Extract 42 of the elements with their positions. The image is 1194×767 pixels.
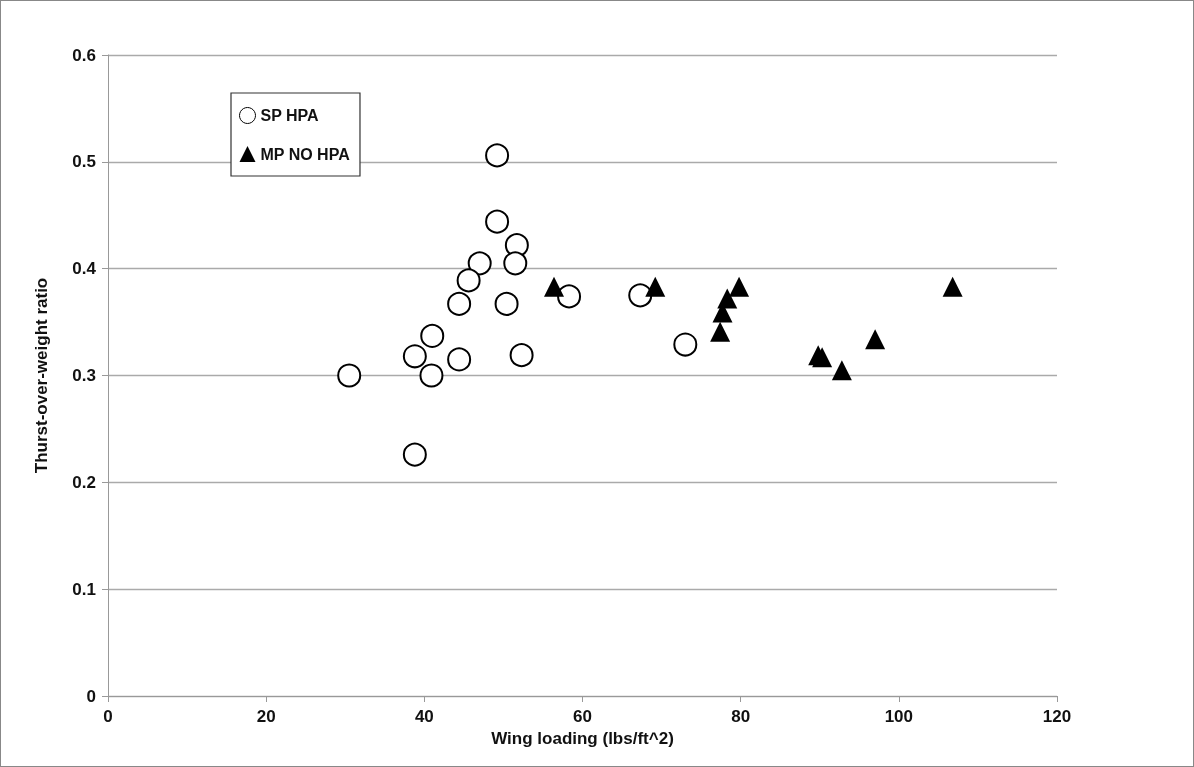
- point: [467, 251, 492, 276]
- point: [673, 332, 698, 357]
- y-axis-title: Thurst-over-weight ratio: [32, 277, 51, 474]
- x-tick-label: 120: [1042, 707, 1072, 726]
- y-tick-label: 0.1: [72, 579, 96, 599]
- legend-label: SP HPA: [260, 107, 320, 124]
- x-tick-label: 0: [103, 707, 113, 726]
- point: [831, 360, 852, 381]
- point: [942, 276, 963, 297]
- point: [544, 276, 565, 297]
- point: [509, 343, 534, 368]
- y-tick-label: 0.4: [72, 259, 97, 279]
- point: [447, 291, 472, 316]
- point: [485, 209, 510, 234]
- x-tick-label: 60: [573, 707, 592, 726]
- x-tick-label: 80: [731, 707, 751, 726]
- point: [402, 442, 427, 467]
- point: [729, 276, 750, 297]
- point: [494, 291, 519, 316]
- x-tick-label: 100: [884, 707, 914, 726]
- y-tick-label: 0.3: [72, 366, 96, 385]
- point: [402, 344, 427, 369]
- point: [865, 329, 886, 350]
- y-tick-label: 0: [86, 686, 96, 706]
- legend-label: MP NO HPA: [260, 145, 351, 163]
- point: [710, 321, 731, 342]
- x-tick-label: 20: [256, 707, 276, 726]
- point: [419, 363, 444, 388]
- point: [645, 276, 666, 297]
- point: [337, 363, 362, 388]
- y-tick-label: 0.6: [72, 45, 96, 65]
- x-axis-title: Wing loading (lbs/ft^2): [491, 728, 674, 748]
- point: [485, 143, 510, 168]
- y-tick-label: 0.2: [72, 472, 96, 492]
- x-tick-label: 40: [414, 707, 434, 726]
- point: [503, 251, 528, 276]
- y-tick-label: 0.5: [72, 152, 96, 172]
- point: [447, 347, 472, 372]
- point: [456, 268, 481, 293]
- point: [420, 323, 445, 348]
- point: [557, 284, 582, 309]
- point: [628, 283, 653, 308]
